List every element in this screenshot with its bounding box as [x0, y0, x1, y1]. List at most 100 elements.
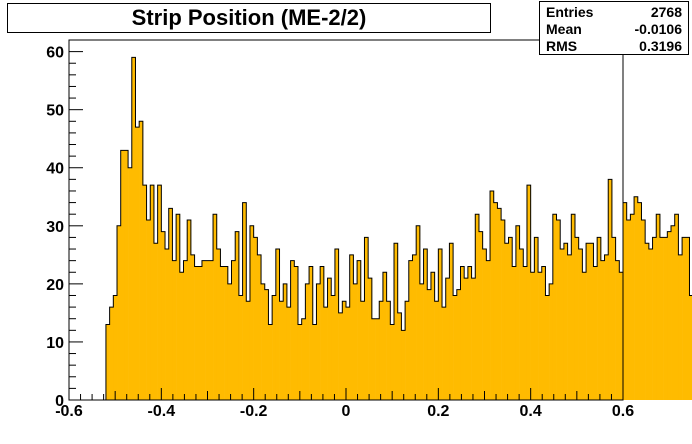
histogram-bar [652, 237, 657, 400]
y-tick-label: 0 [55, 393, 64, 410]
histogram-bar [641, 220, 646, 400]
histogram-bar [538, 272, 543, 400]
x-tick-label: 0.2 [427, 403, 449, 420]
histogram-bar [460, 266, 465, 400]
histogram-bar [423, 249, 428, 400]
histogram-bar [674, 214, 679, 400]
histogram-bar [405, 301, 410, 400]
histogram-bar [135, 127, 140, 400]
histogram-bar [297, 324, 302, 400]
histogram-bar [124, 150, 129, 400]
histogram-bar [648, 249, 653, 400]
histogram-bar [242, 202, 247, 400]
histogram-bar [105, 324, 110, 400]
histogram-bar [334, 249, 339, 400]
histogram-bar [190, 254, 195, 400]
histogram-bar [139, 121, 144, 401]
histogram-bar [165, 249, 170, 400]
histogram-bar [637, 202, 642, 400]
histogram-bar [493, 202, 498, 400]
histogram-bar [549, 283, 554, 400]
histogram-bar [301, 318, 306, 400]
histogram-bar [689, 295, 692, 400]
histogram-bar [390, 324, 395, 400]
histogram-bar [386, 301, 391, 400]
histogram-bar [445, 278, 450, 400]
x-tick-label: -0.4 [148, 403, 176, 420]
histogram-bar [471, 278, 476, 400]
histogram-bar [349, 254, 354, 400]
histogram-bar [515, 225, 520, 400]
histogram-bar [257, 254, 262, 400]
histogram-bar [623, 202, 627, 400]
histogram-bar [434, 301, 439, 400]
histogram-bar [504, 243, 509, 400]
histogram-bar [183, 260, 188, 400]
histogram-bar [630, 214, 635, 400]
y-tick-label: 40 [46, 161, 64, 178]
stats-label: Mean [546, 21, 582, 37]
x-tick-label: 0.6 [612, 403, 634, 420]
histogram-bar [172, 260, 177, 400]
histogram-bar [109, 307, 114, 400]
histogram-bar [394, 243, 399, 400]
histogram-bar [176, 214, 181, 400]
histogram-bar [430, 272, 435, 400]
histogram-bar [490, 190, 495, 400]
histogram-bar [523, 266, 528, 400]
histogram-bar [316, 283, 321, 400]
histogram-bar [586, 243, 591, 400]
histogram-bar [353, 283, 358, 400]
histogram-bar [305, 283, 310, 400]
histogram-bar [205, 260, 210, 400]
histogram-bar [231, 260, 236, 400]
histogram-bar [224, 266, 229, 400]
histogram-bar [567, 254, 572, 400]
histogram-bar [508, 237, 513, 400]
histogram-bar [157, 185, 162, 400]
histogram-bar [150, 185, 155, 400]
histogram-bar [560, 249, 565, 400]
histogram-bar [371, 318, 376, 400]
histogram-bar [238, 295, 243, 400]
histogram-bar [312, 324, 317, 400]
histogram-bar [453, 295, 458, 400]
histogram-bar [571, 214, 576, 400]
histogram-bar [131, 57, 136, 401]
histogram-bar [545, 295, 550, 400]
histogram-bar [419, 283, 424, 400]
stats-value: 0.3196 [639, 38, 682, 54]
histogram-bar [482, 249, 487, 400]
histogram-bar [338, 312, 343, 400]
histogram-bar [682, 237, 687, 400]
histogram-bar [194, 266, 199, 400]
stats-box: Entries 2768 Mean -0.0106 RMS 0.3196 [539, 1, 689, 55]
histogram-bar [574, 237, 579, 400]
histogram-bar [198, 266, 203, 400]
histogram-bar [249, 225, 254, 400]
histogram-bar [526, 185, 531, 400]
histogram-bar [597, 237, 602, 400]
histogram-bar [375, 318, 380, 400]
histogram-bar [401, 330, 406, 400]
histogram-bar [368, 278, 373, 400]
histogram-bar [379, 301, 384, 400]
histogram-bar [179, 272, 184, 400]
histogram-bar [582, 272, 587, 400]
histogram-bar [578, 249, 583, 400]
histogram-bar [634, 196, 639, 400]
histogram-bar [685, 237, 690, 400]
histogram-bar [442, 307, 447, 400]
y-tick-label: 20 [46, 277, 64, 294]
histogram-bar [589, 243, 594, 400]
y-tick-label: 50 [46, 103, 64, 120]
histogram-bar [563, 243, 568, 400]
histogram-bar [427, 289, 432, 400]
histogram-bar [264, 289, 269, 400]
histogram-bar [360, 301, 365, 400]
histogram-bar [478, 231, 483, 400]
y-tick-label: 60 [46, 45, 64, 62]
histogram-bar [604, 254, 609, 400]
histogram-bar [659, 237, 664, 400]
histogram-bar [153, 243, 158, 400]
